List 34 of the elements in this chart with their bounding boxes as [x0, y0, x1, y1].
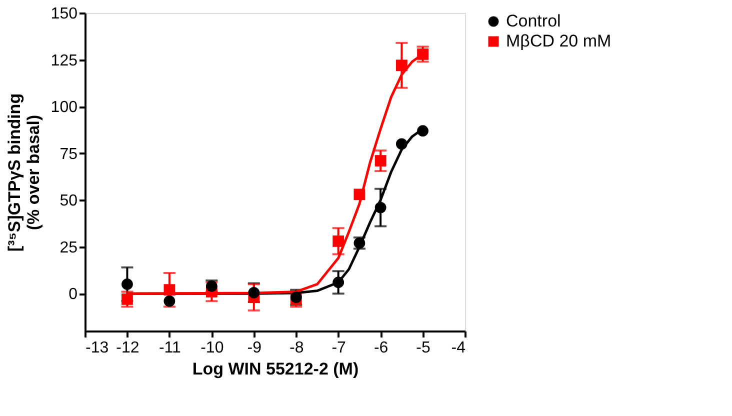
y-tick-label: 25 [60, 239, 78, 256]
point [417, 48, 428, 60]
point [164, 284, 176, 296]
y-tick-label: 0 [68, 286, 78, 304]
point [374, 202, 386, 214]
point [396, 60, 408, 72]
point [122, 278, 133, 290]
x-tick-label: -5 [416, 340, 430, 356]
y-axis-title: [³⁵S]GTPγS binding (% over basal) [4, 93, 43, 252]
point [374, 155, 386, 166]
point [354, 188, 366, 200]
x-tick-label: -4 [451, 340, 466, 356]
point [248, 286, 260, 298]
point [164, 295, 176, 307]
x-tick-label: -6 [374, 340, 388, 356]
x-tick-label: -7 [332, 340, 346, 356]
y-tick-label: 75 [60, 146, 78, 163]
y-tick-label: 125 [50, 52, 78, 70]
y-tick-label: 100 [50, 99, 78, 116]
x-tick-label: -12 [116, 340, 140, 356]
x-tick-label: -11 [158, 340, 182, 356]
y-tick-label: 50 [60, 192, 78, 210]
point [396, 138, 408, 150]
point [417, 125, 428, 137]
x-axis-title: Log WIN 55212-2 (M) [192, 360, 359, 378]
point [332, 276, 344, 288]
x-tick-label: -8 [289, 340, 304, 356]
y-tick-label: 150 [50, 6, 78, 22]
point [332, 236, 344, 247]
legend-label: MβCD 20 mM [506, 32, 612, 50]
x-tick-label: -13 [86, 340, 109, 356]
x-tick-label: -10 [200, 340, 224, 356]
legend-label: Control [506, 12, 561, 30]
x-tick-label: -9 [247, 340, 262, 356]
